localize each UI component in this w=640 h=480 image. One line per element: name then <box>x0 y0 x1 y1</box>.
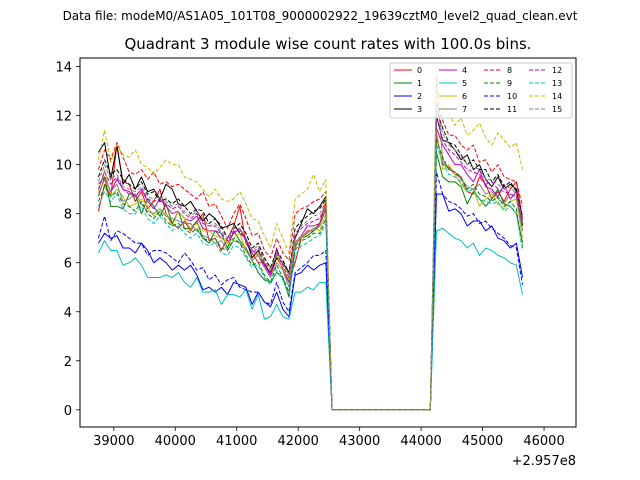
series-line-5 <box>97 227 524 411</box>
x-tick-label: 43000 <box>339 434 380 449</box>
series-line-1 <box>97 151 524 411</box>
chart-title: Quadrant 3 module wise count rates with … <box>124 35 531 53</box>
series-line-7 <box>97 75 524 411</box>
series-line-12 <box>97 115 524 411</box>
series-line-14 <box>97 85 524 411</box>
series-line-8 <box>97 102 524 411</box>
series-line-2 <box>98 193 524 411</box>
legend-label-8: 8 <box>507 66 512 75</box>
y-tick-label: 14 <box>55 61 72 76</box>
x-tick-label: 42000 <box>278 434 319 449</box>
x-tick-label: 39000 <box>93 434 134 449</box>
y-tick-label: 0 <box>64 404 72 419</box>
legend-label-10: 10 <box>507 92 517 101</box>
x-tick-label: 45000 <box>462 434 503 449</box>
y-tick-label: 10 <box>55 159 72 174</box>
legend-label-3: 3 <box>417 105 422 114</box>
x-offset-label: +2.957e8 <box>512 454 576 469</box>
series-line-10 <box>97 171 524 411</box>
legend-label-12: 12 <box>552 66 562 75</box>
x-tick-label: 44000 <box>400 434 441 449</box>
legend-label-5: 5 <box>462 79 467 88</box>
legend-label-1: 1 <box>417 79 422 88</box>
series-line-3 <box>98 115 524 411</box>
y-tick-label: 2 <box>64 355 72 370</box>
legend-box <box>389 62 573 119</box>
chart-suptitle: Data file: modeM0/AS1A05_101T08_90000029… <box>63 9 578 23</box>
y-tick-label: 4 <box>64 306 72 321</box>
series-line-9 <box>97 139 524 411</box>
legend-label-15: 15 <box>552 105 562 114</box>
series-line-15 <box>97 105 524 411</box>
series-layer <box>97 75 524 411</box>
x-tick-label: 41000 <box>216 434 257 449</box>
series-line-4 <box>98 127 524 411</box>
series-line-11 <box>97 110 524 411</box>
legend-label-0: 0 <box>417 66 422 75</box>
legend-label-9: 9 <box>507 79 512 88</box>
legend-label-11: 11 <box>507 105 517 114</box>
legend-label-4: 4 <box>462 66 467 75</box>
legend-label-2: 2 <box>417 92 422 101</box>
y-tick-label: 12 <box>55 110 72 125</box>
series-line-13 <box>97 144 524 411</box>
y-tick-label: 8 <box>64 208 72 223</box>
legend-label-6: 6 <box>462 92 467 101</box>
x-tick-label: 40000 <box>155 434 196 449</box>
x-tick-label: 46000 <box>523 434 564 449</box>
series-line-6 <box>97 129 524 411</box>
legend-label-13: 13 <box>552 79 562 88</box>
plot-frame <box>79 57 577 428</box>
legend-label-14: 14 <box>552 92 562 101</box>
y-axis: 0 2 4 6 8 10 12 14 <box>55 61 80 419</box>
y-tick-label: 6 <box>64 257 72 272</box>
x-axis: 39000 40000 41000 42000 43000 44000 45000 46000 <box>93 427 565 449</box>
legend-label-7: 7 <box>462 105 467 114</box>
